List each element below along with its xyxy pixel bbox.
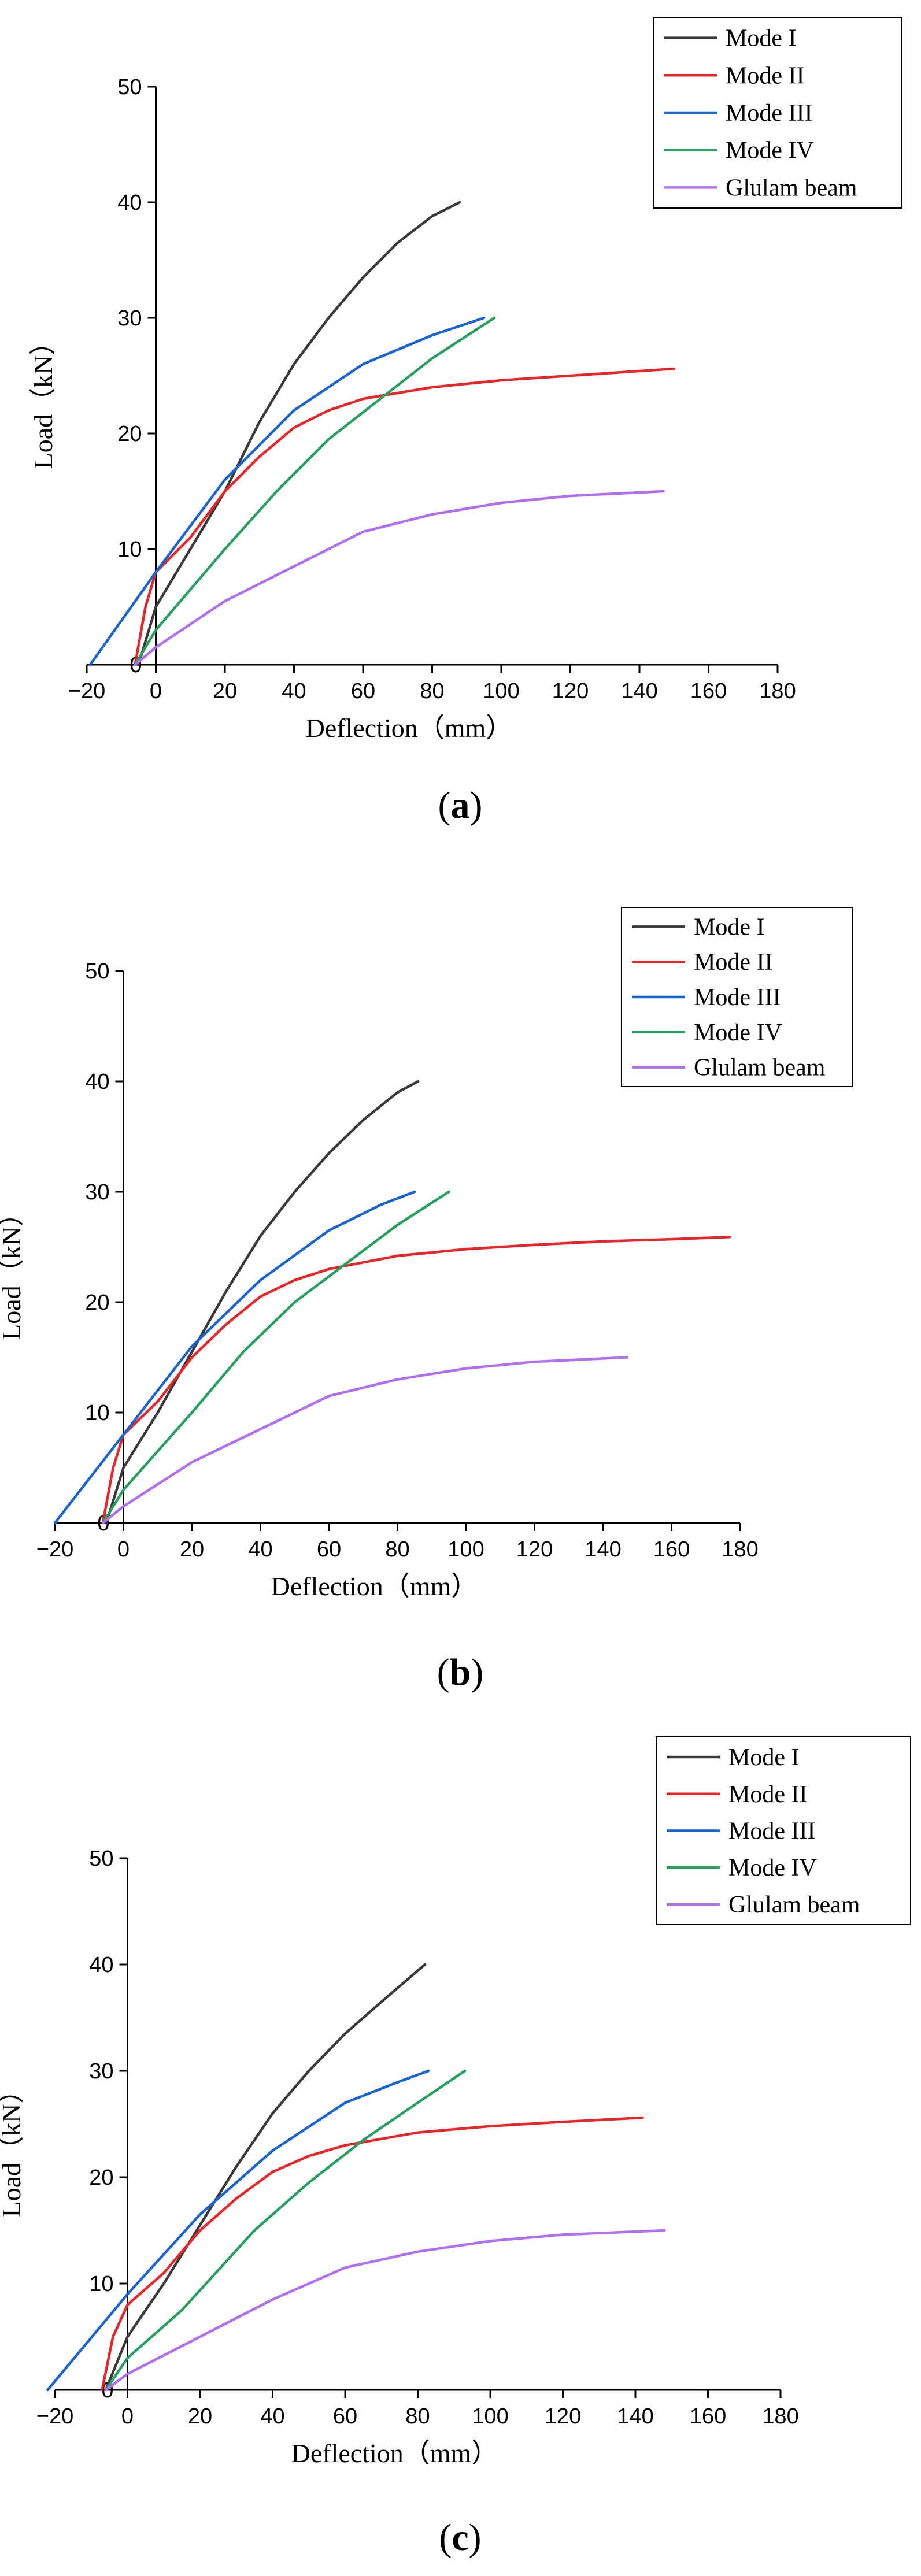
series-line-mode-ii-b [101,1236,731,1525]
legend-label-b: Mode III [694,984,781,1011]
legend-label-a: Mode II [726,62,804,89]
x-tick-label-c: 180 [762,2404,798,2429]
x-tick-label-c: 160 [690,2404,726,2429]
x-tick-label-b: 180 [722,1537,758,1562]
y-tick-label-b: 20 [85,1291,109,1315]
y-axis-title-b: Load（kN） [0,1200,26,1340]
y-tick-label-c: 50 [89,1847,113,1871]
legend-a: Mode I Mode II Mode III Mode IV Glulam beam [653,17,902,209]
y-tick-label-c: 10 [89,2272,113,2296]
series-line-mode-iii-b [53,1190,416,1525]
y-tick-label-a: 40 [117,191,142,215]
x-tick-label-c: 100 [472,2404,508,2429]
series-line-mode-iii-c [46,2069,430,2392]
x-tick-label-b: 40 [248,1537,272,1562]
y-tick-label-a: 10 [117,538,142,562]
y-tick-label-b: 50 [85,959,109,984]
legend-label-b: Glulam beam [694,1055,826,1081]
x-tick-label-c: 80 [405,2404,430,2429]
x-tick-label-a: 40 [282,679,306,703]
legend-label-b: Mode IV [694,1020,782,1046]
x-tick-label-a: 20 [213,679,237,703]
x-tick-label-c: 40 [260,2404,284,2429]
legend-label-c: Mode III [728,1818,815,1845]
series-line-mode-iii-a [88,316,486,666]
legend-label-a: Mode IV [726,138,814,164]
x-tick-label-a: 180 [759,679,796,703]
x-tick-label-b: 80 [385,1537,409,1562]
series-line-glulam-beam-a [134,490,665,666]
legend-label-b: Mode I [694,914,764,940]
legend-b: Mode I Mode II Mode III Mode IV Glulam beam [621,907,853,1087]
legend-label-a: Glulam beam [726,175,857,201]
x-tick-label-a: 140 [621,679,657,703]
legend-label-a: Mode I [726,25,796,52]
series-line-mode-i-a [137,201,461,666]
caption-a: (a) [438,784,483,826]
x-tick-label-a: 0 [150,679,162,703]
legend-label-c: Glulam beam [728,1892,860,1918]
x-tick-label-a: 100 [483,679,519,703]
series-line-mode-i-b [105,1080,420,1525]
x-tick-label-c: 60 [333,2404,357,2429]
y-tick-label-b: 30 [85,1180,109,1204]
x-tick-label-b: −20 [36,1537,73,1562]
y-axis-title-a: Load（kN） [28,329,58,469]
caption-c: (c) [439,2516,481,2559]
x-axis-title-c: Deflection（mm） [291,2438,498,2468]
chart-panel-c: −20 0 20 40 60 80 100 120 140 160 18001020304050De… [0,1736,911,2468]
x-tick-label-b: 20 [180,1537,204,1562]
x-tick-label-a: 60 [351,679,375,703]
x-tick-label-c: 140 [617,2404,653,2429]
y-tick-label-a: 50 [117,75,142,99]
x-tick-label-c: 120 [545,2404,581,2429]
x-tick-label-b: 140 [585,1537,621,1562]
legend-label-c: Mode II [728,1781,807,1808]
series-line-glulam-beam-c [104,2229,666,2392]
x-tick-label-a: 120 [552,679,589,703]
x-tick-label-b: 0 [117,1537,130,1562]
x-axis-title-b: Deflection（mm） [271,1571,478,1601]
x-tick-label-c: 20 [188,2404,212,2429]
x-tick-label-b: 100 [447,1537,484,1562]
chart-panel-b: −20 0 20 40 60 80 100 120 140 160 18001020304050De… [0,907,853,1601]
chart-panel-a: −20 0 20 40 60 80 100 120 140 160 18001020304050De… [28,17,902,743]
series-line-glulam-beam-b [101,1356,628,1525]
y-axis-title-c: Load（kN） [0,2077,26,2218]
caption-b: (b) [437,1651,484,1693]
series-line-mode-iv-c [104,2069,467,2392]
series-line-mode-iv-a [134,316,496,666]
series-line-mode-iv-b [101,1190,450,1525]
x-tick-label-b: 120 [516,1537,553,1562]
x-tick-label-a: 80 [420,679,444,703]
x-tick-label-c: −20 [36,2404,73,2429]
y-tick-label-c: 30 [89,2059,113,2084]
y-tick-label-a: 30 [117,306,142,331]
legend-label-c: Mode I [728,1744,799,1771]
legend-label-b: Mode II [694,949,772,976]
x-axis-title-a: Deflection（mm） [306,713,513,743]
legend-label-c: Mode IV [728,1855,817,1881]
y-tick-label-b: 10 [85,1401,109,1425]
series-line-mode-ii-c [101,2116,644,2392]
legend-label-a: Mode III [726,100,812,127]
x-tick-label-a: −20 [68,679,105,703]
x-tick-label-b: 60 [317,1537,341,1562]
series-line-mode-i-c [104,1963,427,2392]
y-tick-label-c: 20 [89,2166,113,2190]
y-tick-label-c: 40 [89,1953,113,1977]
y-tick-label-b: 40 [85,1070,109,1094]
x-tick-label-c: 0 [121,2404,134,2429]
y-tick-label-a: 20 [117,422,142,446]
x-tick-label-b: 160 [653,1537,690,1562]
legend-c: Mode I Mode II Mode III Mode IV Glulam beam [656,1736,911,1925]
x-tick-label-a: 160 [690,679,727,703]
